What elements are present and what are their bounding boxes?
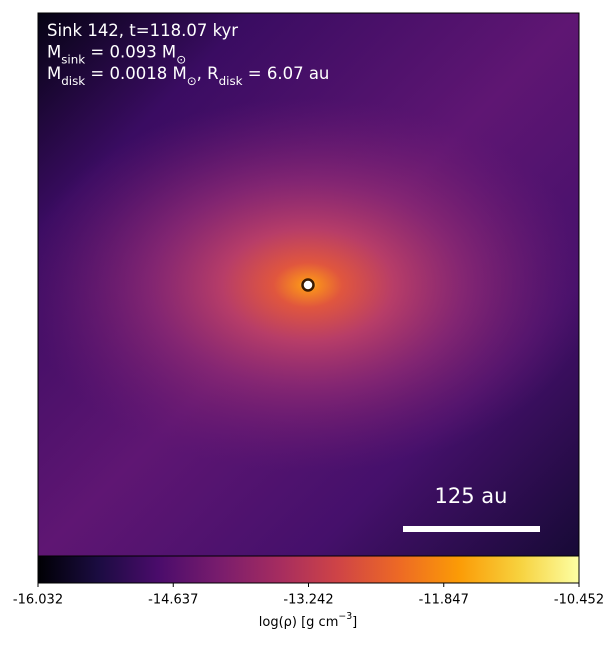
annotation-line: Sink 142, t=118.07 kyr [47, 21, 238, 40]
text-part: Sink 142, t=118.07 kyr [47, 21, 238, 40]
text-part: = 0.093 M [85, 42, 176, 61]
colorbar-label: log(ρ) [g cm−3] [259, 611, 357, 630]
script: ⊙ [176, 52, 186, 66]
script: ⊙ [187, 74, 197, 88]
text-part: M [47, 64, 61, 83]
text-part: M [47, 42, 61, 61]
density-map: 125 au [37, 12, 580, 557]
script: sink [61, 52, 85, 66]
tick-label: -16.032 [13, 593, 63, 608]
scale-bar [403, 526, 540, 532]
script: disk [61, 74, 85, 88]
tick-label: -11.847 [419, 593, 469, 608]
text-part: log(ρ) [g cm [259, 615, 339, 630]
script: disk [219, 74, 243, 88]
colorbar-axis: -16.032 -14.637 -13.242 -11.847 -10.452 [13, 583, 604, 608]
tick-label: -14.637 [148, 593, 198, 608]
scale-bar-label: 125 au [435, 484, 508, 508]
annotation-line: Msink = 0.093 M⊙ [47, 42, 186, 66]
sink-marker [301, 278, 315, 292]
text-part: ] [352, 615, 357, 630]
script: −3 [338, 611, 352, 622]
tick-label: -10.452 [554, 593, 604, 608]
text-part: = 6.07 au [243, 64, 330, 83]
annotation-line: Mdisk = 0.0018 M⊙, Rdisk = 6.07 au [47, 64, 329, 88]
tick-label: -13.242 [283, 593, 333, 608]
text-part: = 0.0018 M [85, 64, 187, 83]
colorbar [37, 555, 580, 584]
text-part: , R [197, 64, 219, 83]
